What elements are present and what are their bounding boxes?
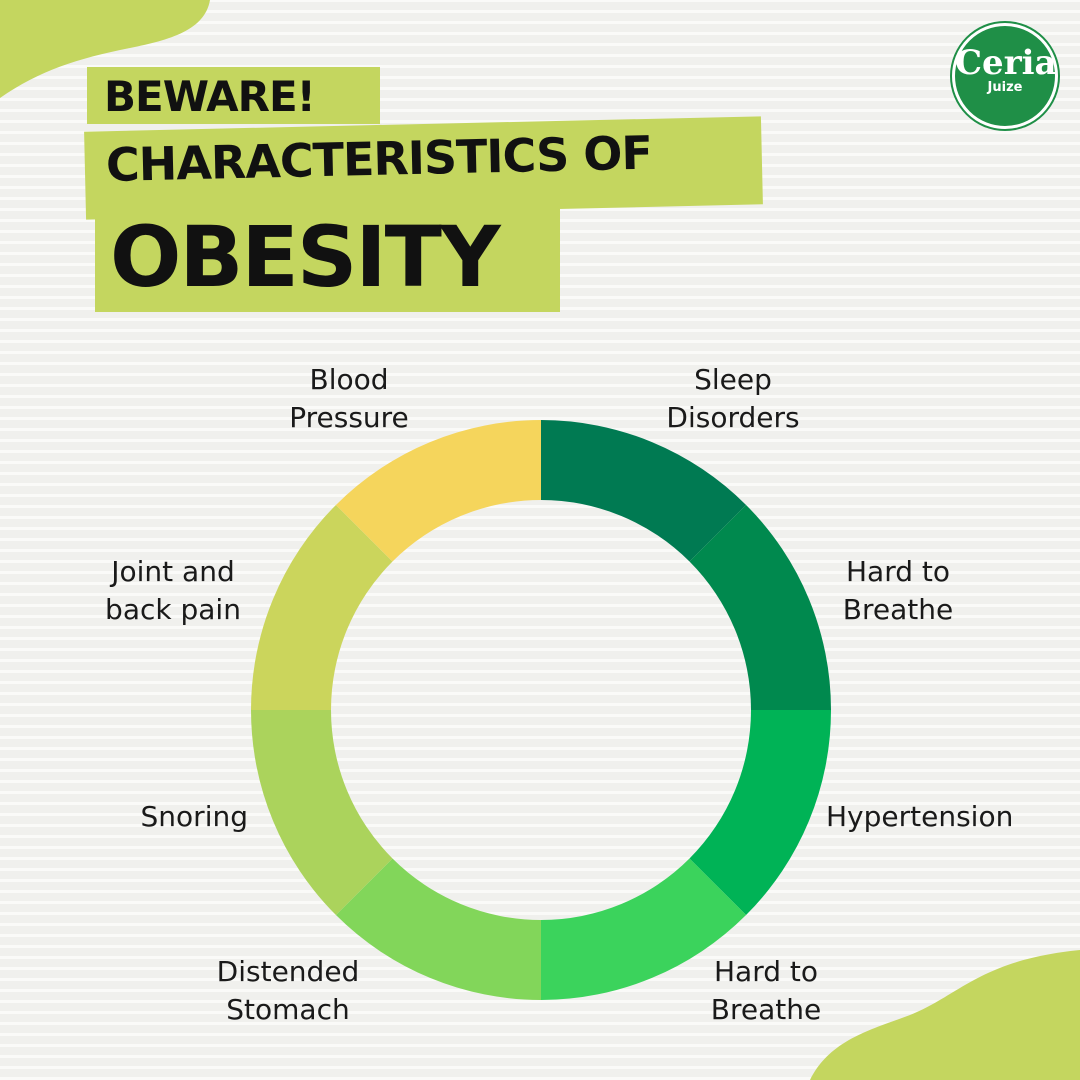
label-hypertension: Hypertension (826, 800, 1014, 833)
donut-segment-distended-stomach (335, 858, 541, 1000)
title-line-3: OBESITY (110, 208, 501, 306)
logo-text: Ceria (955, 43, 1057, 83)
donut-segment-joint-and-back-pain (251, 504, 393, 710)
label-blood-pressure: Blood Pressure (289, 363, 409, 434)
label-snoring: Snoring (140, 800, 248, 833)
label-joint-and-back-pain: Joint and back pain (105, 555, 241, 626)
donut-segment-snoring (251, 710, 393, 916)
donut-segment-sleep-disorders (541, 420, 747, 562)
logo-subtext: Juize (987, 80, 1023, 95)
label-hard-to-breathe-2: Hard to Breathe (710, 955, 822, 1026)
label-hard-to-breathe-1: Hard to Breathe (842, 555, 954, 626)
donut-segment-hard-to-breathe (541, 858, 747, 1000)
decorative-blob-top-left (0, 0, 210, 98)
decorative-blob-bottom-right (810, 950, 1080, 1080)
donut-segment-blood-pressure (335, 420, 541, 562)
brand-logo: Ceria Juize (952, 23, 1058, 129)
donut-segment-hypertension (689, 710, 831, 916)
label-sleep-disorders: Sleep Disorders (666, 363, 800, 434)
title-highlight-3 (95, 206, 560, 312)
donut-segment-hard-to-breathe (689, 504, 831, 710)
label-distended-stomach: Distended Stomach (216, 955, 360, 1026)
title-highlight-1 (87, 67, 380, 124)
title-line-1: BEWARE! (104, 72, 316, 121)
